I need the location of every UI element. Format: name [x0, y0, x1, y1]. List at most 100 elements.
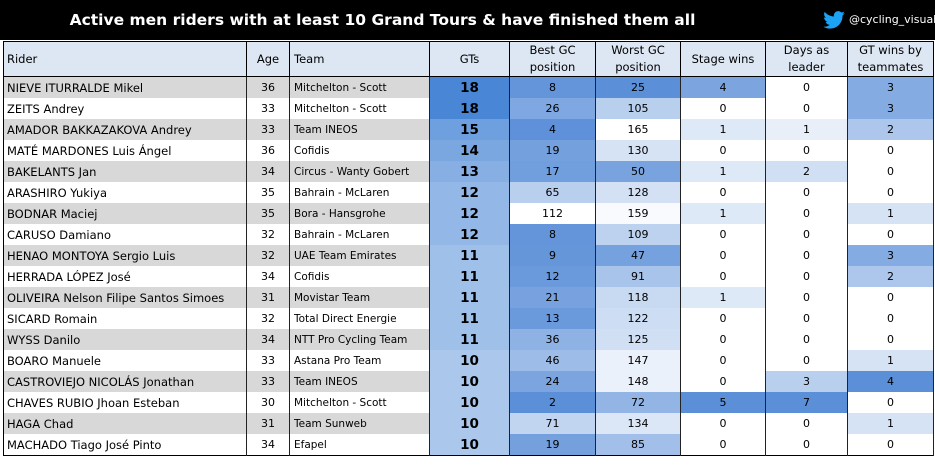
cell-rider: HAGA Chad — [3, 413, 247, 434]
cell-age: 33 — [246, 371, 290, 392]
cell-worst-gc: 122 — [595, 308, 681, 329]
cell-gt-wins-teammates: 0 — [847, 392, 934, 413]
cell-days-leader: 0 — [765, 350, 848, 371]
cell-rider: CARUSO Damiano — [3, 224, 247, 245]
cell-age: 34 — [246, 161, 290, 182]
cell-team: NTT Pro Cycling Team — [289, 329, 430, 350]
cell-rider: ARASHIRO Yukiya — [3, 182, 247, 203]
cell-age: 35 — [246, 203, 290, 224]
cell-stage-wins: 1 — [680, 287, 766, 308]
col-header-rider: Rider — [3, 41, 247, 77]
cell-rider: BOARO Manuele — [3, 350, 247, 371]
cell-team: Mitchelton - Scott — [289, 76, 430, 98]
col-header-stage-wins: Stage wins — [680, 41, 766, 77]
title-bar: Active men riders with at least 10 Grand… — [0, 0, 935, 40]
cell-days-leader: 0 — [765, 182, 848, 203]
cell-gt-wins-teammates: 3 — [847, 76, 934, 98]
cell-days-leader: 0 — [765, 266, 848, 287]
cell-gt-wins-teammates: 0 — [847, 308, 934, 329]
cell-gt-wins-teammates: 0 — [847, 140, 934, 161]
cell-worst-gc: 134 — [595, 413, 681, 434]
cell-age: 34 — [246, 266, 290, 287]
cell-days-leader: 0 — [765, 140, 848, 161]
cell-days-leader: 0 — [765, 329, 848, 350]
riders-table: Rider Age Team GTs Best GC position Wors… — [3, 41, 934, 456]
cell-age: 33 — [246, 350, 290, 371]
cell-gts: 11 — [429, 245, 510, 266]
cell-best-gc: 8 — [509, 224, 596, 245]
cell-team: Mitchelton - Scott — [289, 98, 430, 119]
col-header-best-gc: Best GC position — [509, 41, 596, 77]
table-row: MACHADO Tiago José Pinto 34 Efapel 10 19 85 0 0… — [3, 434, 934, 456]
table-row: OLIVEIRA Nelson Filipe Santos Simoes 31 Mo… — [3, 287, 934, 308]
page-title: Active men riders with at least 10 Grand… — [69, 11, 696, 29]
cell-worst-gc: 105 — [595, 98, 681, 119]
cell-team: Total Direct Energie — [289, 308, 430, 329]
cell-stage-wins: 0 — [680, 98, 766, 119]
cell-worst-gc: 125 — [595, 329, 681, 350]
cell-gt-wins-teammates: 2 — [847, 119, 934, 140]
cell-stage-wins: 0 — [680, 140, 766, 161]
cell-gt-wins-teammates: 0 — [847, 287, 934, 308]
cell-stage-wins: 4 — [680, 76, 766, 98]
cell-stage-wins: 0 — [680, 308, 766, 329]
cell-stage-wins: 0 — [680, 413, 766, 434]
cell-stage-wins: 0 — [680, 182, 766, 203]
cell-gt-wins-teammates: 3 — [847, 98, 934, 119]
cell-age: 36 — [246, 140, 290, 161]
table-row: CARUSO Damiano 32 Bahrain - McLaren 12 8 109 0… — [3, 224, 934, 245]
cell-stage-wins: 1 — [680, 119, 766, 140]
cell-stage-wins: 0 — [680, 245, 766, 266]
col-header-worst-gc: Worst GC position — [595, 41, 681, 77]
cell-team: Mitchelton - Scott — [289, 392, 430, 413]
cell-age: 33 — [246, 98, 290, 119]
cell-days-leader: 0 — [765, 98, 848, 119]
cell-gt-wins-teammates: 0 — [847, 434, 934, 456]
col-header-age: Age — [246, 41, 290, 77]
cell-gt-wins-teammates: 3 — [847, 245, 934, 266]
cell-gts: 11 — [429, 308, 510, 329]
cell-stage-wins: 1 — [680, 203, 766, 224]
header-row: Rider Age Team GTs Best GC position Wors… — [3, 41, 934, 77]
cell-team: Cofidis — [289, 266, 430, 287]
cell-rider: ZEITS Andrey — [3, 98, 247, 119]
cell-gts: 12 — [429, 203, 510, 224]
cell-rider: CASTROVIEJO NICOLÁS Jonathan — [3, 371, 247, 392]
cell-stage-wins: 0 — [680, 350, 766, 371]
cell-best-gc: 21 — [509, 287, 596, 308]
cell-gts: 10 — [429, 392, 510, 413]
table-row: HAGA Chad 31 Team Sunweb 10 71 134 0 0 1 — [3, 413, 934, 434]
cell-days-leader: 2 — [765, 161, 848, 182]
cell-gt-wins-teammates: 1 — [847, 350, 934, 371]
cell-team: Astana Pro Team — [289, 350, 430, 371]
cell-gt-wins-teammates: 0 — [847, 224, 934, 245]
cell-best-gc: 13 — [509, 308, 596, 329]
twitter-handle: @cycling_visual — [849, 13, 935, 26]
cell-team: Bahrain - McLaren — [289, 182, 430, 203]
cell-rider: BAKELANTS Jan — [3, 161, 247, 182]
table-row: BAKELANTS Jan 34 Circus - Wanty Gobert 13 17… — [3, 161, 934, 182]
cell-days-leader: 0 — [765, 76, 848, 98]
cell-age: 34 — [246, 434, 290, 456]
cell-worst-gc: 50 — [595, 161, 681, 182]
cell-gt-wins-teammates: 0 — [847, 182, 934, 203]
twitter-bird-icon — [823, 11, 845, 29]
cell-gts: 10 — [429, 350, 510, 371]
cell-age: 33 — [246, 119, 290, 140]
cell-best-gc: 24 — [509, 371, 596, 392]
cell-rider: WYSS Danilo — [3, 329, 247, 350]
table-row: ZEITS Andrey 33 Mitchelton - Scott 18 26 105 0… — [3, 98, 934, 119]
table-row: MATÉ MARDONES Luis Ángel 36 Cofidis 14 19 130… — [3, 140, 934, 161]
cell-gts: 18 — [429, 76, 510, 98]
cell-worst-gc: 165 — [595, 119, 681, 140]
cell-gts: 10 — [429, 434, 510, 456]
col-header-gts: GTs — [429, 41, 510, 77]
cell-worst-gc: 72 — [595, 392, 681, 413]
cell-age: 30 — [246, 392, 290, 413]
cell-gts: 14 — [429, 140, 510, 161]
table-row: ARASHIRO Yukiya 35 Bahrain - McLaren 12 65 12… — [3, 182, 934, 203]
cell-team: Movistar Team — [289, 287, 430, 308]
cell-days-leader: 0 — [765, 203, 848, 224]
cell-age: 32 — [246, 308, 290, 329]
